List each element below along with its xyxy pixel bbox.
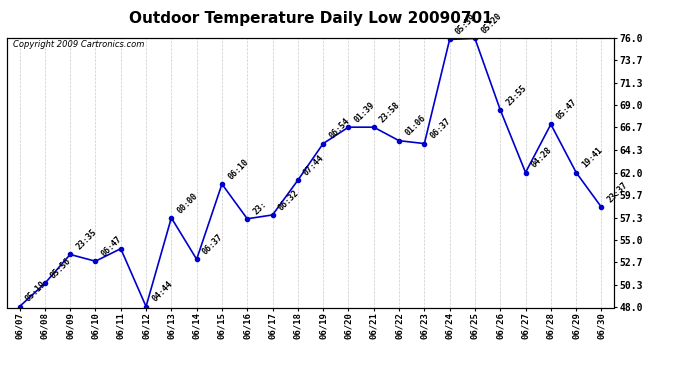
- Text: 04:28: 04:28: [530, 146, 554, 170]
- Text: 04:44: 04:44: [150, 280, 175, 304]
- Text: 06:10: 06:10: [226, 157, 250, 181]
- Text: 23:35: 23:35: [75, 228, 99, 252]
- Text: 05:56: 05:56: [49, 256, 73, 280]
- Text: 06:32: 06:32: [277, 188, 301, 212]
- Text: 23:: 23:: [251, 199, 268, 216]
- Text: Outdoor Temperature Daily Low 20090701: Outdoor Temperature Daily Low 20090701: [129, 11, 492, 26]
- Text: Copyright 2009 Cartronics.com: Copyright 2009 Cartronics.com: [13, 40, 144, 49]
- Text: 05:19: 05:19: [23, 280, 48, 304]
- Text: 00:00: 00:00: [175, 191, 199, 215]
- Text: 05:39: 05:39: [454, 13, 478, 37]
- Text: 01:39: 01:39: [353, 100, 377, 124]
- Text: 05:20: 05:20: [479, 12, 503, 36]
- Text: 07:44: 07:44: [302, 153, 326, 177]
- Text: 23:37: 23:37: [606, 180, 630, 204]
- Text: 19:41: 19:41: [580, 146, 604, 170]
- Text: 06:37: 06:37: [428, 117, 453, 141]
- Text: 06:54: 06:54: [327, 117, 351, 141]
- Text: 23:55: 23:55: [504, 83, 529, 107]
- Text: 05:47: 05:47: [555, 98, 579, 122]
- Text: 06:37: 06:37: [201, 232, 225, 256]
- Text: 23:58: 23:58: [378, 100, 402, 124]
- Text: 01:06: 01:06: [403, 114, 427, 138]
- Text: 06:47: 06:47: [99, 234, 124, 258]
